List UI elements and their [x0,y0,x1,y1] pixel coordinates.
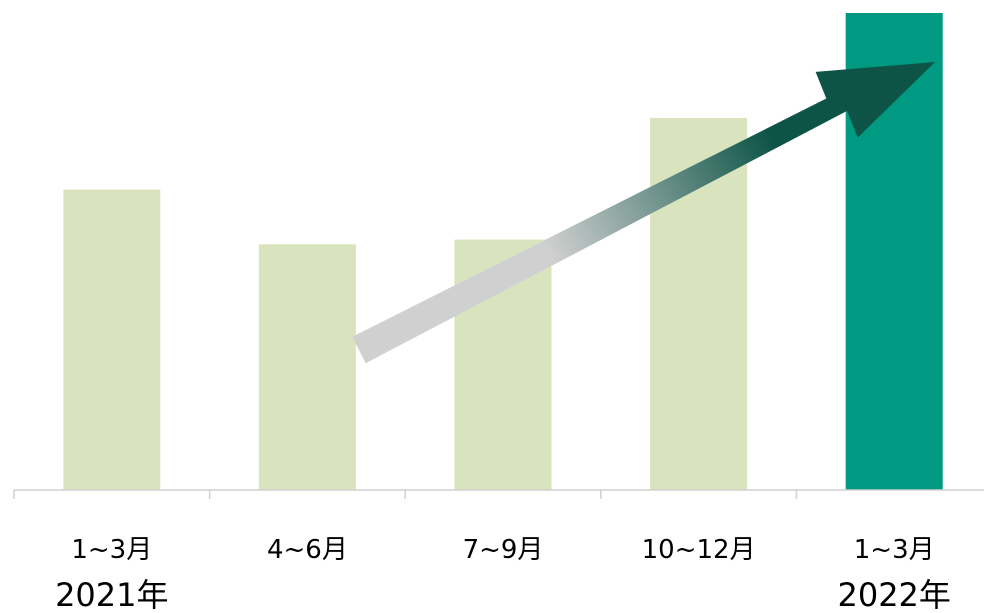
x-tick-label: 7~9月 [463,535,544,565]
x-tick-labels: 1~3月 2021年 4~6月 7~9月 10~12月 1~3月 2022年 [55,535,951,613]
x-tick-label: 1~3月 [854,535,935,565]
trend-arrow [352,62,935,364]
x-tick-label: 1~3月 [71,535,152,565]
x-tick-label: 10~12月 [642,535,756,565]
x-year-label: 2021年 [55,576,168,613]
x-year-label: 2022年 [837,576,950,613]
bars-group [63,13,943,491]
bar-2 [258,244,356,490]
x-axis [13,489,984,499]
x-tick-label: 4~6月 [267,535,348,565]
bar-1 [63,189,161,490]
